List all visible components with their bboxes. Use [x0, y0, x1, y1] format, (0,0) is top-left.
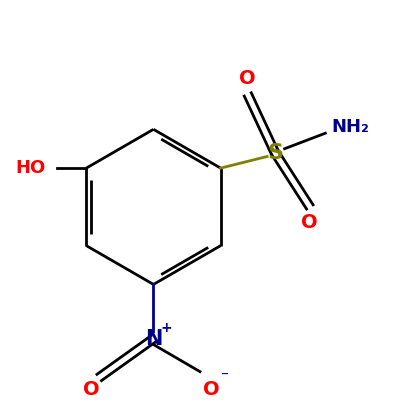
Text: HO: HO: [15, 159, 46, 177]
Text: ⁻: ⁻: [221, 370, 229, 385]
Text: O: O: [83, 380, 100, 399]
Text: O: O: [203, 380, 220, 399]
Text: N: N: [145, 329, 162, 349]
Text: O: O: [302, 213, 318, 232]
Text: +: +: [160, 321, 172, 335]
Text: NH₂: NH₂: [331, 118, 369, 136]
Text: O: O: [240, 70, 256, 88]
Text: S: S: [267, 143, 283, 163]
